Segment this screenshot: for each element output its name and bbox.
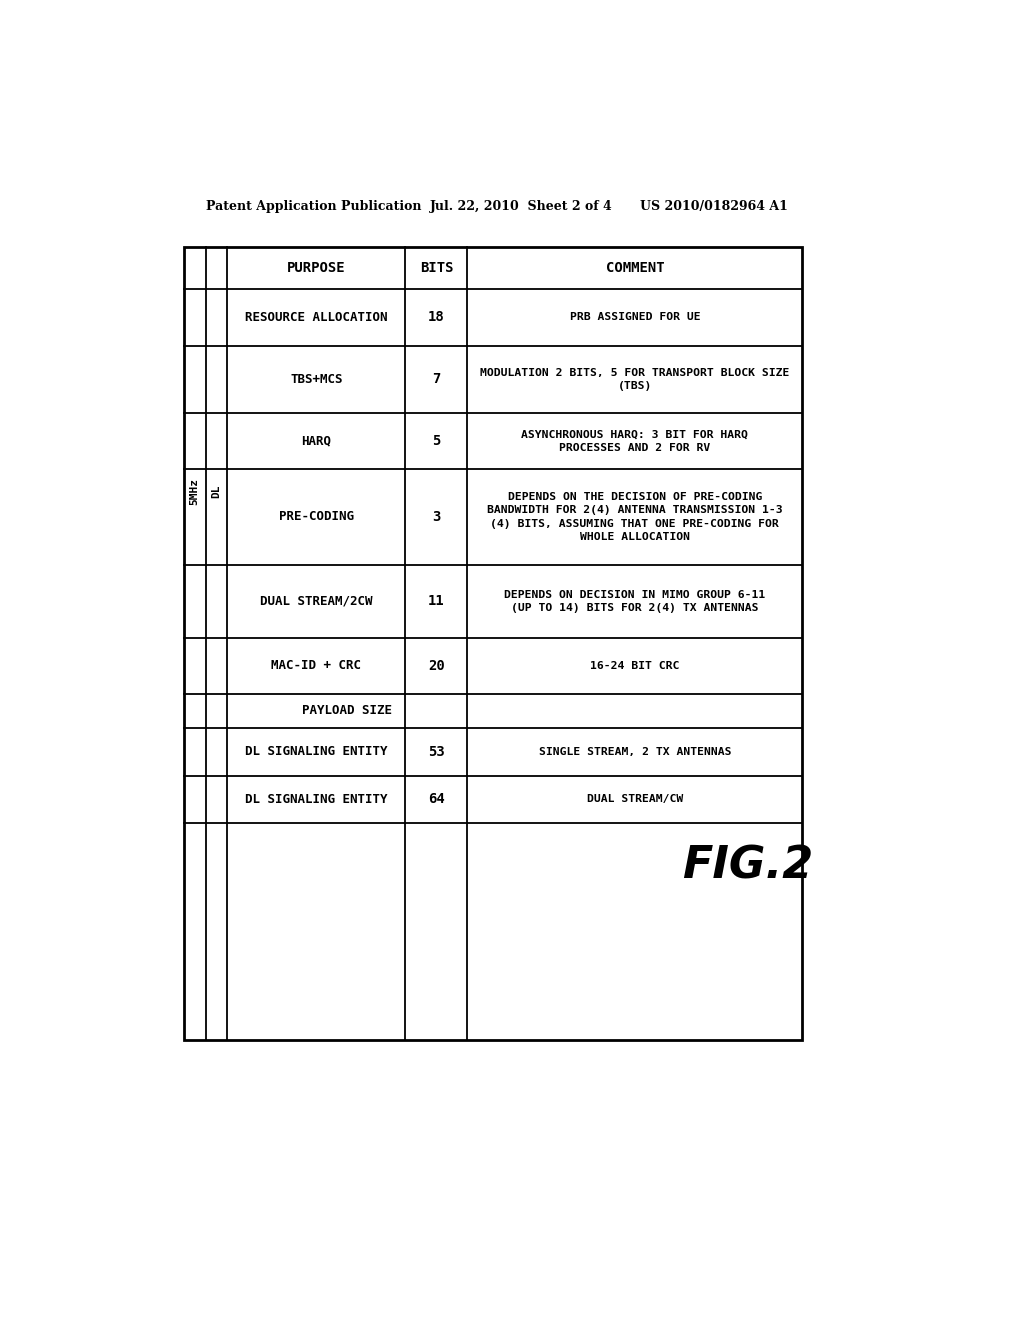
Text: FIG.2: FIG.2 — [682, 845, 814, 887]
Text: PAYLOAD SIZE: PAYLOAD SIZE — [302, 705, 392, 717]
Text: 11: 11 — [428, 594, 444, 609]
Text: Jul. 22, 2010  Sheet 2 of 4: Jul. 22, 2010 Sheet 2 of 4 — [430, 199, 613, 213]
Text: 20: 20 — [428, 659, 444, 673]
Text: PRB ASSIGNED FOR UE: PRB ASSIGNED FOR UE — [569, 313, 700, 322]
Text: MODULATION 2 BITS, 5 FOR TRANSPORT BLOCK SIZE
(TBS): MODULATION 2 BITS, 5 FOR TRANSPORT BLOCK… — [480, 368, 790, 391]
Text: BITS: BITS — [420, 261, 454, 275]
Text: RESOURCE ALLOCATION: RESOURCE ALLOCATION — [245, 312, 387, 323]
Text: Patent Application Publication: Patent Application Publication — [206, 199, 421, 213]
Text: DL: DL — [211, 484, 221, 499]
Text: DL SIGNALING ENTITY: DL SIGNALING ENTITY — [245, 744, 387, 758]
Text: DEPENDS ON DECISION IN MIMO GROUP 6-11
(UP TO 14) BITS FOR 2(4) TX ANTENNAS: DEPENDS ON DECISION IN MIMO GROUP 6-11 (… — [504, 590, 766, 612]
Text: DEPENDS ON THE DECISION OF PRE-CODING
BANDWIDTH FOR 2(4) ANTENNA TRANSMISSION 1-: DEPENDS ON THE DECISION OF PRE-CODING BA… — [487, 492, 782, 541]
Text: 64: 64 — [428, 792, 444, 807]
Text: TBS+MCS: TBS+MCS — [290, 372, 343, 385]
Text: SINGLE STREAM, 2 TX ANTENNAS: SINGLE STREAM, 2 TX ANTENNAS — [539, 747, 731, 756]
Text: ASYNCHRONOUS HARQ: 3 BIT FOR HARQ
PROCESSES AND 2 FOR RV: ASYNCHRONOUS HARQ: 3 BIT FOR HARQ PROCES… — [521, 429, 749, 453]
Text: DL SIGNALING ENTITY: DL SIGNALING ENTITY — [245, 793, 387, 807]
Text: 3: 3 — [432, 510, 440, 524]
Text: MAC-ID + CRC: MAC-ID + CRC — [271, 660, 361, 672]
Text: DUAL STREAM/2CW: DUAL STREAM/2CW — [260, 595, 373, 607]
Text: DUAL STREAM/CW: DUAL STREAM/CW — [587, 795, 683, 804]
Text: US 2010/0182964 A1: US 2010/0182964 A1 — [640, 199, 787, 213]
Text: PURPOSE: PURPOSE — [287, 261, 346, 275]
Text: 16-24 BIT CRC: 16-24 BIT CRC — [590, 661, 680, 671]
Text: HARQ: HARQ — [301, 434, 332, 447]
Text: 5: 5 — [432, 434, 440, 447]
Text: COMMENT: COMMENT — [605, 261, 665, 275]
Text: 7: 7 — [432, 372, 440, 387]
Text: PRE-CODING: PRE-CODING — [279, 511, 354, 524]
Text: 5MHz: 5MHz — [189, 478, 200, 506]
Text: 18: 18 — [428, 310, 444, 325]
Bar — [183, 247, 802, 1040]
Text: 53: 53 — [428, 744, 444, 759]
